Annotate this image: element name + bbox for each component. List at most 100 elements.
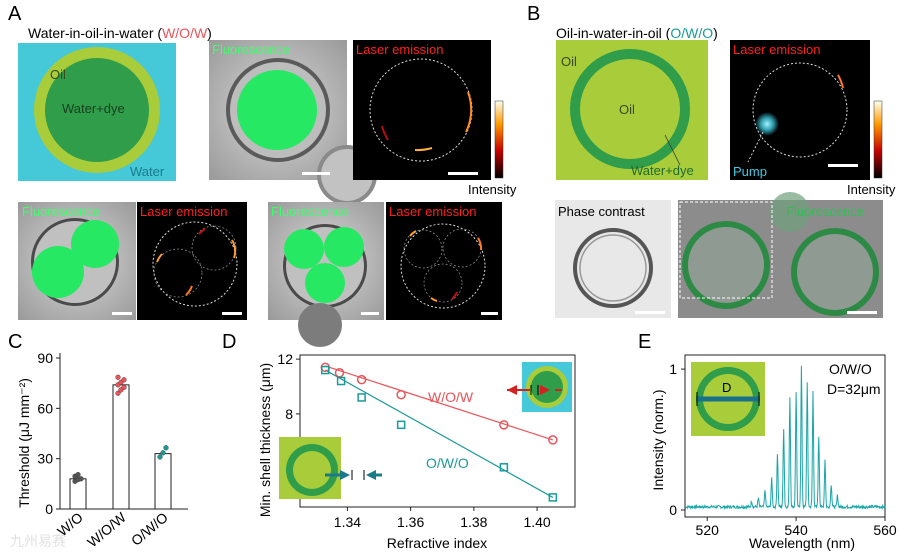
d-point-owo xyxy=(321,365,330,375)
wow-two-core-laser: Laser emission xyxy=(137,202,247,320)
fluorescence-label-2: Fluorescence xyxy=(22,204,100,219)
schematic-core-oil-label: Oil xyxy=(619,102,635,117)
laser-emission-label: Laser emission xyxy=(356,42,443,57)
c-data-point xyxy=(121,384,127,390)
d-xtick-label: 1.38 xyxy=(460,514,487,530)
c-bar-owo xyxy=(154,453,172,510)
d-point-owo xyxy=(499,463,509,472)
d-point-owo xyxy=(357,393,366,402)
d-xtick-label: 1.36 xyxy=(397,514,424,530)
schematic-oil-label: Oil xyxy=(50,67,66,82)
d-xtick-label: 1.40 xyxy=(523,514,550,530)
wow-two-core-fluorescence: Fluorescence xyxy=(18,202,136,320)
wow-schematic: Oil Water+dye Water xyxy=(18,43,176,181)
e-xtick-label: 540 xyxy=(784,522,808,538)
c-data-point xyxy=(157,454,163,460)
c-ytick-label: 30 xyxy=(37,451,53,467)
e-annotation-diameter: D=32μm xyxy=(827,381,881,397)
d-point-wow xyxy=(548,435,558,445)
e-annotation-owo: O/W/O xyxy=(829,361,872,377)
d-point-wow xyxy=(356,374,367,385)
d-point-owo xyxy=(548,493,558,502)
panel-c-letter: C xyxy=(8,331,22,353)
c-xtick-label: O/W/O xyxy=(128,509,171,549)
d-xtick-label: 1.34 xyxy=(334,514,361,530)
panel-a: A Water-in-oil-in-water (W/O/W) Oil Wate… xyxy=(8,3,517,347)
d-fit-line-wow xyxy=(325,365,554,441)
c-ytick-label: 90 xyxy=(37,350,53,366)
wow-three-core-fluorescence: Fluorescence xyxy=(268,202,384,347)
owo-laser-image: Laser emission Pump xyxy=(730,40,870,180)
c-data-point xyxy=(115,374,121,380)
d-legend-owo: O/W/O xyxy=(426,455,469,471)
d-point-wow xyxy=(396,389,406,400)
panel-b-letter: B xyxy=(527,3,540,25)
fluorescence-label-3: Fluorescence xyxy=(271,204,349,219)
owo-fluorescence-image: Fluorescence xyxy=(678,192,883,318)
panel-e-letter: E xyxy=(638,331,651,353)
e-inset-d-label: D xyxy=(722,380,731,395)
c-bar-wow xyxy=(112,384,130,510)
c-data-point xyxy=(160,450,166,456)
d-inset-owo-schematic xyxy=(279,437,382,499)
laser-emission-label-2: Laser emission xyxy=(140,204,227,219)
panel-a-letter: A xyxy=(8,3,22,25)
colorbar-label-b: Intensity xyxy=(847,182,896,197)
c-ytick-label: 0 xyxy=(45,501,53,517)
schematic-outer-oil-label: Oil xyxy=(561,54,577,69)
wow-three-core-laser: Laser emission xyxy=(386,202,502,320)
c-data-point xyxy=(115,390,121,396)
laser-emission-label-3: Laser emission xyxy=(389,204,476,219)
schematic-core-label: Water+dye xyxy=(62,101,125,116)
e-spectrum-line xyxy=(684,365,886,510)
schematic-water-label: Water xyxy=(130,164,165,179)
panel-d-letter: D xyxy=(222,331,236,353)
c-data-point xyxy=(121,377,127,383)
e-xtick-label: 520 xyxy=(696,522,720,538)
d-inset-wow-schematic xyxy=(507,362,572,412)
c-bar-wo xyxy=(69,478,87,510)
e-ytick-label: 1 xyxy=(669,361,677,377)
panel-b-title: Oil-in-water-in-oil (O/W/O) xyxy=(556,25,718,41)
phase-contrast-label: Phase contrast xyxy=(558,204,645,219)
e-xtick-label: 560 xyxy=(873,522,897,538)
fluorescence-label-b: Fluorescence xyxy=(786,204,864,219)
watermark-text: 九州易赛 xyxy=(10,533,66,549)
d-ytick-label: 12 xyxy=(277,351,293,367)
panel-b: B Oil-in-water-in-oil (O/W/O) Oil Oil Wa… xyxy=(527,3,896,318)
d-fit-line-owo xyxy=(324,369,554,498)
e-ytick-label: 0 xyxy=(669,502,677,518)
e-xlabel: Wavelength (nm) xyxy=(749,535,855,551)
e-inset-schematic: D xyxy=(691,362,765,436)
c-data-point xyxy=(78,476,84,482)
d-legend-wow: W/O/W xyxy=(428,389,474,405)
wow-laser-image: Laser emission xyxy=(353,40,491,180)
d-point-wow xyxy=(499,420,509,430)
schematic-shell-label: Water+dye xyxy=(631,163,694,178)
pump-label: Pump xyxy=(733,164,767,179)
owo-colorbar: Intensity xyxy=(847,100,896,197)
fluorescence-label: Fluorescence xyxy=(212,42,290,57)
d-frame xyxy=(299,354,576,508)
c-ylabel: Threshold (μJ mm⁻²) xyxy=(16,378,32,508)
d-ylabel: Min. shell thickness (μm) xyxy=(257,363,273,517)
colorbar-label: Intensity xyxy=(468,182,517,197)
c-xtick-label: W/O/W xyxy=(84,509,129,551)
panel-d-chart: D Min. shell thickness (μm) 48121.341.36… xyxy=(222,331,576,551)
c-data-point xyxy=(163,445,169,451)
owo-phase-contrast-image: Phase contrast xyxy=(555,200,671,318)
laser-emission-label-b: Laser emission xyxy=(733,42,820,57)
d-point-owo xyxy=(336,376,346,386)
wow-colorbar: Intensity xyxy=(468,100,517,197)
wow-fluorescence-image: Fluorescence xyxy=(209,40,377,205)
panel-a-title: Water-in-oil-in-water (W/O/W) xyxy=(28,25,212,41)
d-ytick-label: 8 xyxy=(285,406,293,422)
c-ytick-label: 60 xyxy=(37,400,53,416)
panel-e-chart: E Intensity (norm.) 0 1 520 540 560 Waveleng… xyxy=(638,331,897,551)
c-data-point xyxy=(75,472,81,478)
d-xlabel: Refractive index xyxy=(387,535,487,551)
owo-schematic: Oil Oil Water+dye xyxy=(556,40,708,180)
e-ylabel: Intensity (norm.) xyxy=(650,389,666,490)
